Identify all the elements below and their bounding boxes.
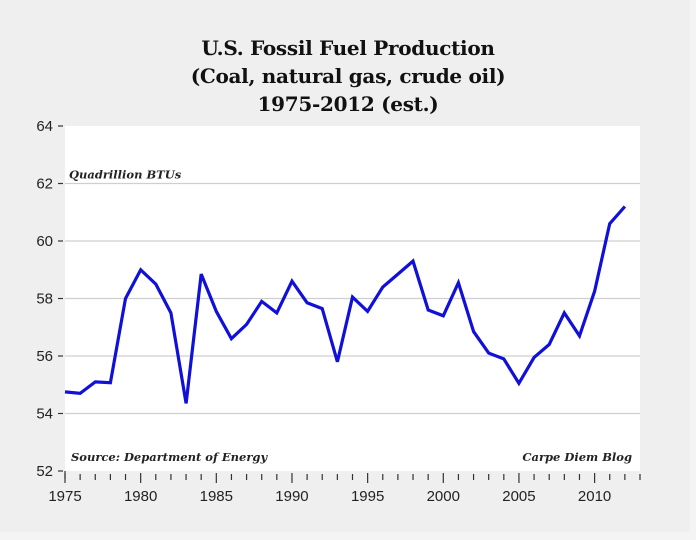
x-tick-label: 1990 bbox=[275, 488, 308, 505]
source-note: Source: Department of Energy bbox=[71, 450, 268, 464]
y-axis-unit-label: Quadrillion BTUs bbox=[69, 168, 182, 182]
series-group bbox=[64, 205, 627, 404]
chart-title-line-3: 1975-2012 (est.) bbox=[257, 92, 439, 116]
x-tick-label: 1985 bbox=[200, 488, 233, 505]
y-axis: 52 54 56 58 60 62 64 bbox=[36, 118, 63, 480]
y-tick-label: 62 bbox=[36, 176, 53, 193]
series-line bbox=[64, 205, 627, 404]
y-tick-label: 64 bbox=[36, 118, 53, 135]
x-tick-label: 1980 bbox=[124, 488, 157, 505]
y-tick-label: 54 bbox=[36, 406, 53, 423]
x-tick-label: 1995 bbox=[351, 488, 384, 505]
y-tick-label: 58 bbox=[36, 291, 53, 308]
x-tick-label: 2005 bbox=[502, 488, 535, 505]
y-tick-label: 52 bbox=[36, 463, 53, 480]
x-tick-label: 2010 bbox=[578, 488, 611, 505]
chart-title-line-1: U.S. Fossil Fuel Production bbox=[201, 36, 495, 60]
y-tick-label: 56 bbox=[36, 348, 53, 365]
chart-title-line-2: (Coal, natural gas, crude oil) bbox=[190, 64, 506, 88]
y-tick-label: 60 bbox=[36, 233, 53, 250]
credit-note: Carpe Diem Blog bbox=[522, 450, 632, 464]
x-axis: 1975 1980 1985 1990 1995 2000 2005 2010 bbox=[48, 471, 641, 505]
x-tick-label: 1975 bbox=[48, 488, 81, 505]
x-tick-label: 2000 bbox=[427, 488, 460, 505]
